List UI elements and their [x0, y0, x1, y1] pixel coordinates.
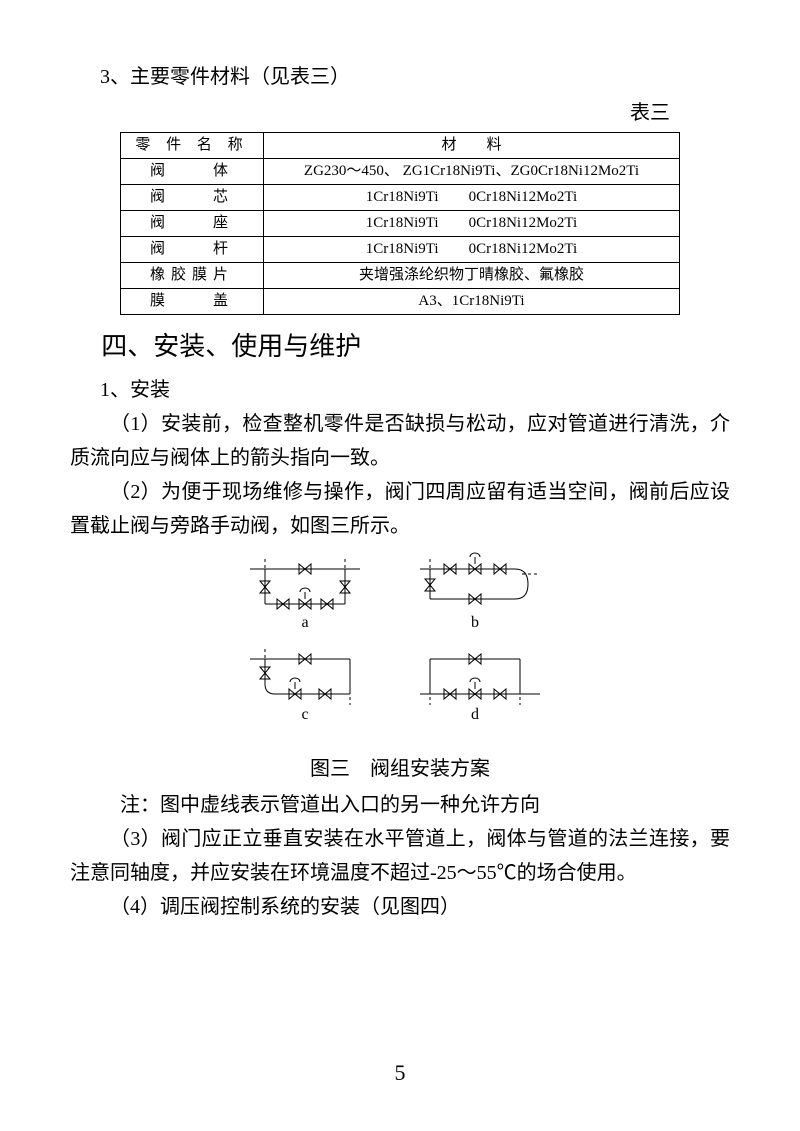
- materials-table: 零 件 名 称 材 料 阀 体 ZG230～450、 ZG1Cr18Ni9Ti、…: [120, 132, 680, 315]
- paragraph-4: （4）调压阀控制系统的安装（见图四）: [70, 890, 730, 924]
- diagram-label-b: b: [471, 614, 479, 631]
- cell: 阀 座: [121, 211, 264, 237]
- cell: ZG230～450、 ZG1Cr18Ni9Ti、ZG0Cr18Ni12Mo2Ti: [264, 159, 680, 185]
- page-number: 5: [0, 1054, 800, 1091]
- heading-section4: 四、安装、使用与维护: [70, 325, 730, 369]
- cell: 1Cr18Ni9Ti 0Cr18Ni12Mo2Ti: [264, 211, 680, 237]
- schematic-svg: a b c: [220, 549, 580, 739]
- cell: 1Cr18Ni9Ti 0Cr18Ni12Mo2Ti: [264, 185, 680, 211]
- table-row: 阀 芯 1Cr18Ni9Ti 0Cr18Ni12Mo2Ti: [121, 185, 680, 211]
- table-label: 表三: [70, 96, 730, 130]
- diagram-label-a: a: [301, 614, 308, 631]
- section3-title: 3、主要零件材料（见表三）: [70, 60, 730, 94]
- th-material: 材 料: [264, 133, 680, 159]
- sub1-title: 1、安装: [70, 373, 730, 407]
- paragraph-1: （1）安装前，检查整机零件是否缺损与松动，应对管道进行清洗，介质流向应与阀体上的…: [70, 407, 730, 475]
- diagram-caption: 图三 阀组安装方案: [70, 752, 730, 786]
- table-header-row: 零 件 名 称 材 料: [121, 133, 680, 159]
- cell: 1Cr18Ni9Ti 0Cr18Ni12Mo2Ti: [264, 237, 680, 263]
- table-row: 橡胶膜片 夹增强涤纶织物丁晴橡胶、氟橡胶: [121, 263, 680, 289]
- table-row: 阀 体 ZG230～450、 ZG1Cr18Ni9Ti、ZG0Cr18Ni12M…: [121, 159, 680, 185]
- table-row: 膜 盖 A3、1Cr18Ni9Ti: [121, 289, 680, 315]
- paragraph-3: （3）阀门应正立垂直安装在水平管道上，阀体与管道的法兰连接，要注意同轴度，并应安…: [70, 822, 730, 890]
- cell: A3、1Cr18Ni9Ti: [264, 289, 680, 315]
- table-row: 阀 座 1Cr18Ni9Ti 0Cr18Ni12Mo2Ti: [121, 211, 680, 237]
- th-name: 零 件 名 称: [121, 133, 264, 159]
- valve-diagram: a b c: [70, 549, 730, 750]
- diagram-label-c: c: [301, 706, 308, 723]
- cell: 阀 杆: [121, 237, 264, 263]
- diagram-label-d: d: [471, 706, 479, 723]
- table-row: 阀 杆 1Cr18Ni9Ti 0Cr18Ni12Mo2Ti: [121, 237, 680, 263]
- paragraph-2: （2）为便于现场维修与操作，阀门四周应留有适当空间，阀前后应设置截止阀与旁路手动…: [70, 475, 730, 543]
- cell: 阀 体: [121, 159, 264, 185]
- cell: 夹增强涤纶织物丁晴橡胶、氟橡胶: [264, 263, 680, 289]
- cell: 橡胶膜片: [121, 263, 264, 289]
- cell: 阀 芯: [121, 185, 264, 211]
- diagram-note: 注：图中虚线表示管道出入口的另一种允许方向: [70, 788, 730, 822]
- cell: 膜 盖: [121, 289, 264, 315]
